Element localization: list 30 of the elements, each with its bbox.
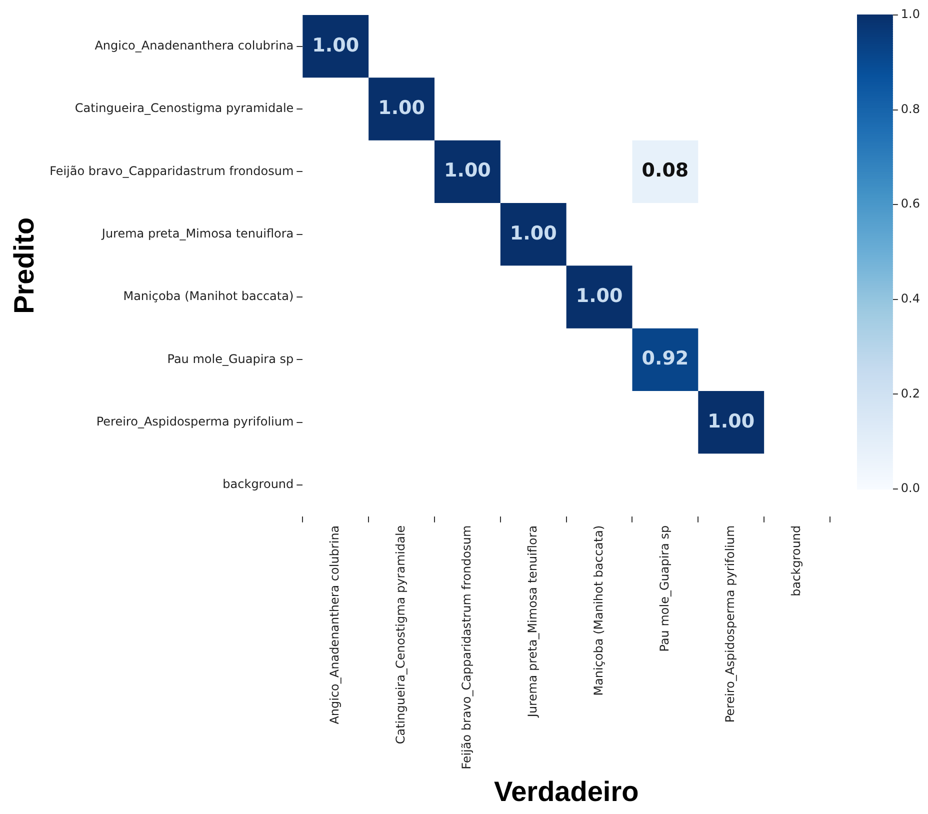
x-tick-label: Pereiro_Aspidosperma pyrifolium <box>723 525 738 723</box>
color-bar-label: 0.6 <box>900 196 920 211</box>
data-label: 1.00 <box>510 222 557 244</box>
color-bar-label: 0.8 <box>900 102 920 116</box>
x-tick-label: Feijão bravo_Capparidastrum frondosum <box>460 525 474 770</box>
data-label: 1.00 <box>312 34 360 56</box>
y-tick-label: Feijão bravo_Capparidastrum frondosum <box>50 164 294 178</box>
color-bar-label: 0.4 <box>900 292 920 306</box>
y-tick-label: Angico_Anadenanthera colubrina <box>94 38 294 52</box>
data-label: 1.00 <box>708 410 755 432</box>
y-tick-label: Maniçoba (Manihot baccata) <box>123 289 294 304</box>
data-label: 1.00 <box>378 96 425 119</box>
x-tick-label: Maniçoba (Manihot baccata) <box>591 525 606 696</box>
y-tick-label: Pereiro_Aspidosperma pyrifolium <box>96 414 294 428</box>
y-axis-title: Predito <box>8 217 40 314</box>
x-tick-label: Pau mole_Guapira sp <box>657 525 672 652</box>
color-bar-label: 0.0 <box>900 481 920 496</box>
x-tick-label: background <box>789 525 804 596</box>
color-bar-label: 0.2 <box>900 386 920 400</box>
data-label: 0.92 <box>642 348 689 370</box>
x-axis-title: Verdadeiro <box>494 776 639 807</box>
y-tick-label: Jurema preta_Mimosa tenuiflora <box>100 226 294 240</box>
y-tick-label: background <box>222 477 294 492</box>
data-label: 0.08 <box>642 160 689 182</box>
y-tick-label: Pau mole_Guapira sp <box>167 352 294 366</box>
data-label: 1.00 <box>444 160 491 182</box>
y-tick-label: Catingueira_Cenostigma pyramidale <box>74 101 294 116</box>
x-tick-label: Jurema preta_Mimosa tenuiflora <box>525 525 540 718</box>
color-bar-label: 1.0 <box>900 7 920 22</box>
data-label: 1.00 <box>576 284 623 307</box>
